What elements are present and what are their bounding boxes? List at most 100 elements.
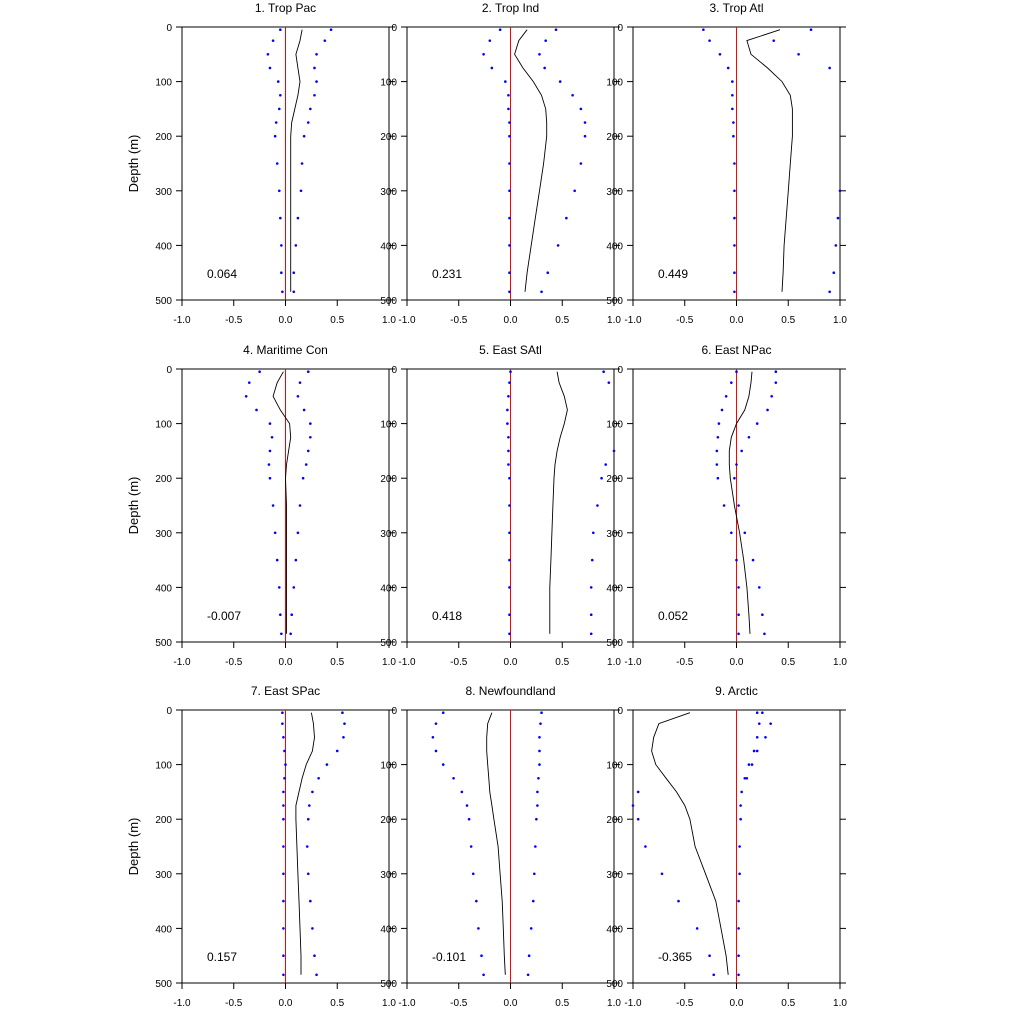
upper-bound-point (544, 39, 547, 42)
y-tick-label: 500 (380, 979, 397, 990)
x-tick-label: -0.5 (225, 315, 243, 326)
upper-bound-point (747, 435, 751, 439)
lower-bound-point (482, 53, 485, 56)
lower-bound-point (506, 408, 509, 412)
upper-bound-point (309, 422, 312, 425)
y-tick-label: 300 (380, 529, 397, 540)
upper-bound-point (660, 872, 664, 876)
mean-line (290, 29, 303, 292)
upper-bound-point (315, 53, 318, 56)
upper-bound-point (737, 504, 740, 507)
upper-bound-point (302, 134, 306, 138)
upper-bound-point (832, 271, 836, 275)
upper-bound-point (526, 973, 530, 977)
upper-bound-point (538, 749, 541, 753)
upper-bound-point (546, 271, 550, 275)
lower-bound-point (508, 531, 511, 535)
upper-bound-point (565, 216, 568, 220)
upper-bound-point (583, 121, 587, 124)
lower-bound-point (282, 973, 285, 977)
lower-bound-point (737, 613, 740, 616)
lower-bound-point (274, 121, 278, 124)
lower-bound-point (507, 463, 510, 466)
upper-bound-point (296, 216, 300, 220)
lower-bound-point (282, 927, 285, 930)
lower-bound-point (737, 586, 740, 589)
x-tick-label: 0.0 (730, 657, 744, 668)
lower-bound-point (282, 899, 285, 903)
lower-bound-point (282, 954, 285, 957)
correlation-value: -0.101 (432, 950, 466, 964)
x-tick-label: -0.5 (676, 998, 694, 1009)
lower-bound-point (752, 749, 756, 753)
lower-bound-point (281, 722, 284, 725)
lower-bound-point (722, 504, 726, 507)
upper-bound-point (644, 845, 647, 848)
x-tick-label: 0.0 (730, 998, 744, 1009)
lower-bound-point (434, 722, 438, 725)
y-tick-label: 300 (380, 187, 397, 198)
upper-bound-point (539, 722, 542, 725)
lower-bound-point (507, 93, 510, 97)
lower-bound-point (508, 504, 511, 507)
x-tick-label: 0.0 (730, 315, 744, 326)
upper-bound-point (531, 899, 535, 903)
upper-bound-point (294, 244, 298, 247)
x-tick-label: 0.5 (781, 998, 795, 1009)
y-tick-label: 100 (380, 761, 397, 772)
y-tick-label: 500 (155, 638, 172, 649)
upper-bound-point (527, 954, 531, 957)
upper-bound-point (311, 927, 314, 930)
x-tick-label: 0.5 (781, 657, 795, 668)
upper-bound-point (536, 804, 539, 807)
lower-bound-point (434, 749, 438, 753)
lower-bound-point (718, 53, 722, 56)
lower-bound-point (731, 107, 734, 111)
lower-bound-point (452, 776, 455, 780)
lower-bound-point (508, 558, 511, 562)
y-tick-label: 500 (606, 979, 623, 990)
upper-bound-point (735, 463, 738, 466)
y-tick-label: 500 (380, 638, 397, 649)
upper-bound-point (589, 613, 593, 616)
lower-bound-point (747, 763, 751, 766)
lower-bound-point (490, 66, 494, 70)
lower-bound-point (507, 449, 510, 453)
y-tick-label: 500 (380, 296, 397, 307)
lower-bound-point (733, 189, 736, 193)
mean-line (486, 712, 506, 975)
upper-bound-point (764, 736, 767, 739)
upper-bound-point (751, 558, 755, 562)
lower-bound-point (471, 872, 475, 876)
upper-bound-point (538, 736, 541, 739)
correlation-value: 0.449 (658, 267, 688, 281)
upper-bound-point (556, 244, 560, 247)
x-tick-label: 1.0 (382, 998, 396, 1009)
lower-bound-point (477, 927, 480, 930)
correlation-value: 0.052 (658, 609, 688, 623)
lower-bound-point (508, 216, 511, 220)
y-tick-label: 100 (606, 761, 623, 772)
upper-bound-point (300, 162, 304, 165)
upper-bound-point (308, 804, 311, 807)
x-tick-label: 1.0 (382, 315, 396, 326)
upper-bound-point (600, 476, 603, 480)
panel-title: 5. East SAtl (479, 343, 542, 357)
lower-bound-point (268, 66, 272, 70)
x-tick-label: 1.0 (607, 315, 621, 326)
y-tick-label: 100 (606, 420, 623, 431)
upper-bound-point (292, 271, 296, 275)
correlation-value: -0.007 (207, 609, 241, 623)
lower-bound-point (738, 872, 741, 876)
lower-bound-point (738, 845, 741, 848)
x-tick-label: -1.0 (624, 657, 642, 668)
upper-bound-point (763, 632, 766, 636)
lower-bound-point (509, 370, 512, 374)
upper-bound-point (304, 463, 308, 466)
correlation-value: 0.418 (432, 609, 462, 623)
y-axis-label: Depth (m) (126, 477, 141, 535)
x-tick-label: -1.0 (173, 657, 191, 668)
panel-title: 6. East NPac (701, 343, 771, 357)
x-tick-label: 0.5 (555, 657, 569, 668)
x-tick-label: 0.0 (504, 998, 518, 1009)
